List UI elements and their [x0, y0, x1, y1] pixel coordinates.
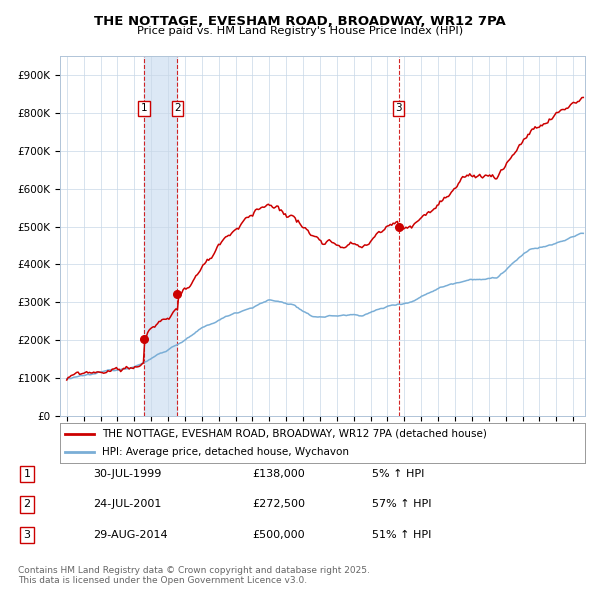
Text: 30-JUL-1999: 30-JUL-1999 [93, 469, 161, 478]
Text: 57% ↑ HPI: 57% ↑ HPI [372, 500, 431, 509]
Text: 5% ↑ HPI: 5% ↑ HPI [372, 469, 424, 478]
Text: Price paid vs. HM Land Registry's House Price Index (HPI): Price paid vs. HM Land Registry's House … [137, 26, 463, 36]
Text: THE NOTTAGE, EVESHAM ROAD, BROADWAY, WR12 7PA: THE NOTTAGE, EVESHAM ROAD, BROADWAY, WR1… [94, 15, 506, 28]
Text: 24-JUL-2001: 24-JUL-2001 [93, 500, 161, 509]
Text: £272,500: £272,500 [252, 500, 305, 509]
Text: Contains HM Land Registry data © Crown copyright and database right 2025.
This d: Contains HM Land Registry data © Crown c… [18, 566, 370, 585]
Text: 3: 3 [395, 103, 402, 113]
Text: 51% ↑ HPI: 51% ↑ HPI [372, 530, 431, 540]
Text: THE NOTTAGE, EVESHAM ROAD, BROADWAY, WR12 7PA (detached house): THE NOTTAGE, EVESHAM ROAD, BROADWAY, WR1… [102, 429, 487, 439]
Text: 1: 1 [140, 103, 147, 113]
Text: 3: 3 [23, 530, 31, 540]
Bar [144, 56, 178, 416]
Text: 29-AUG-2014: 29-AUG-2014 [93, 530, 167, 540]
Text: HPI: Average price, detached house, Wychavon: HPI: Average price, detached house, Wych… [102, 447, 349, 457]
Text: 1: 1 [23, 469, 31, 478]
Text: 2: 2 [23, 500, 31, 509]
Text: £500,000: £500,000 [252, 530, 305, 540]
Text: 2: 2 [174, 103, 181, 113]
Text: £138,000: £138,000 [252, 469, 305, 478]
